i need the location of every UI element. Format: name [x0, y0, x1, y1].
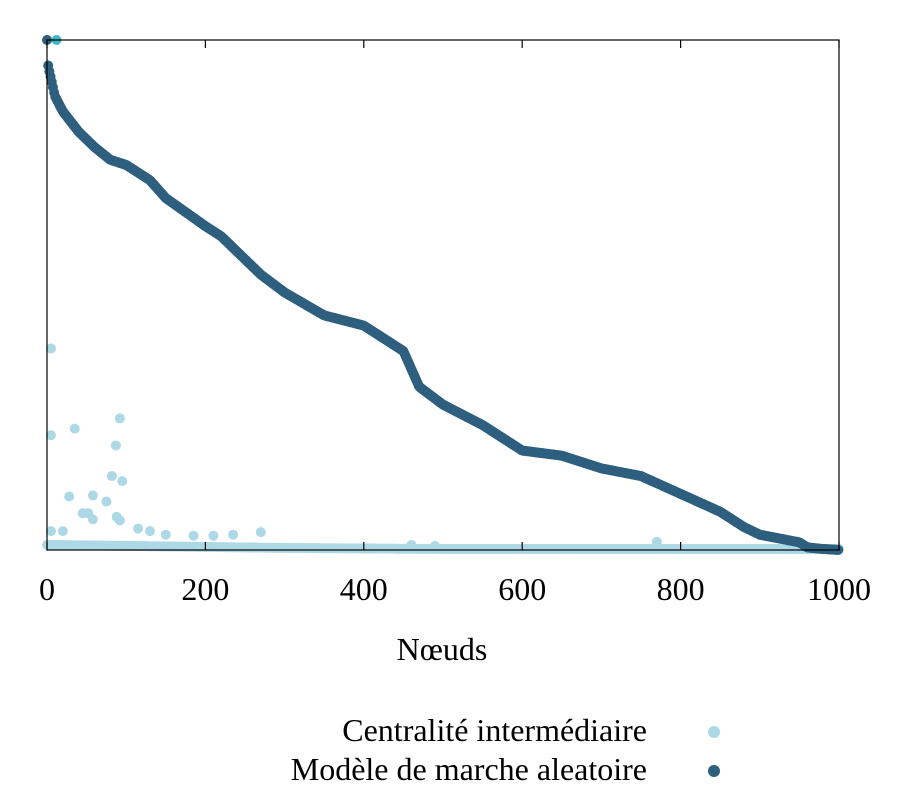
centralite-point	[69, 423, 80, 434]
x-tick-label: 400	[340, 571, 388, 607]
x-axis-title: Nœuds	[397, 631, 488, 667]
centralite-point	[101, 496, 112, 507]
centralite-point	[45, 343, 56, 354]
centralite-point	[114, 515, 125, 526]
centralite-point	[144, 526, 155, 537]
centralite-point	[57, 526, 68, 537]
centralite-point	[106, 471, 117, 482]
centralite-point	[114, 413, 125, 424]
legend: Centralité intermédiaire Modèle de march…	[291, 712, 720, 787]
centralite-point	[117, 476, 128, 487]
centralite-point	[430, 540, 441, 551]
centralite-point	[87, 514, 98, 525]
centralite-point	[45, 526, 56, 537]
centralite-point	[208, 530, 219, 541]
x-tick-label: 600	[498, 571, 546, 607]
x-tick-label: 800	[657, 571, 705, 607]
centralite-point	[45, 430, 56, 441]
centralite-point	[188, 530, 199, 541]
legend-marker-centralite	[708, 726, 720, 738]
plot-frame	[46, 39, 840, 551]
centralite-point	[160, 529, 171, 540]
centralite-point	[406, 539, 417, 550]
legend-marker-marche	[708, 765, 720, 777]
x-ticks: 0 200 400 600 800 1000	[39, 40, 871, 607]
chart-marks	[42, 35, 844, 555]
centralite-point	[255, 527, 266, 538]
centralite-point	[651, 536, 662, 547]
x-tick-label: 200	[181, 571, 229, 607]
x-tick-label: 0	[39, 571, 55, 607]
centralite-point	[133, 523, 144, 534]
legend-label-marche: Modèle de marche aleatoire	[291, 751, 647, 787]
legend-label-centralite: Centralité intermédiaire	[342, 712, 647, 748]
x-tick-label: 1000	[807, 571, 871, 607]
centralite-point	[87, 490, 98, 501]
centralite-point	[64, 491, 75, 502]
centralite-point	[228, 529, 239, 540]
centralite-point	[110, 440, 121, 451]
